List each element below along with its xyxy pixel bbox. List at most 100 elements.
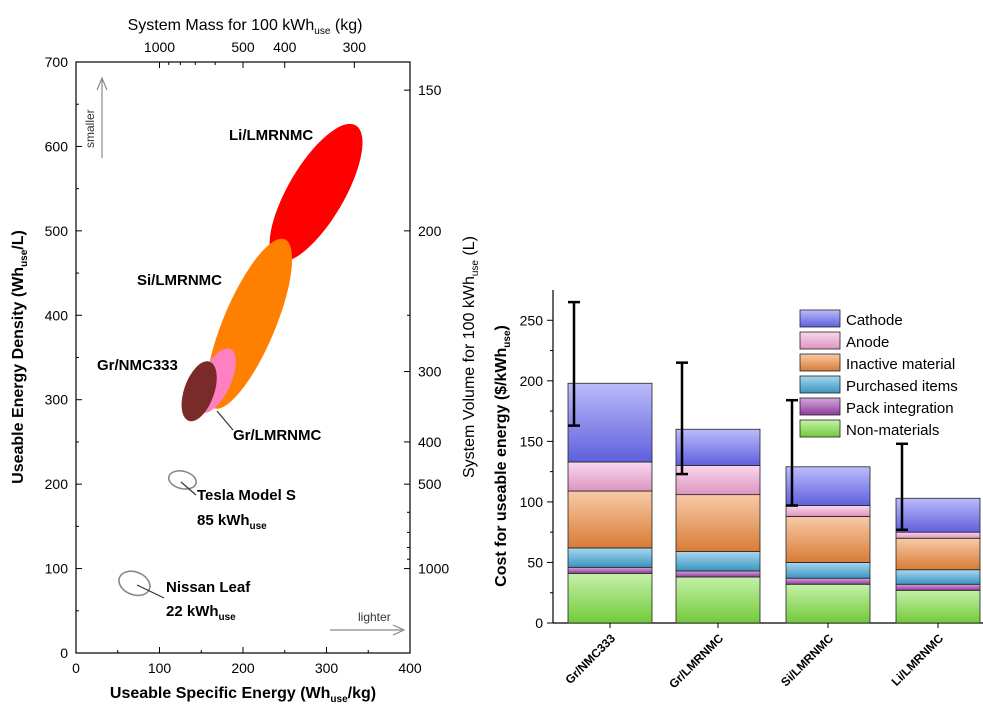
x-tick-label: 200 <box>231 660 255 676</box>
right-axis-title: System Volume for 100 kWhuse (L) <box>461 236 481 478</box>
bar-segment-pack-integration <box>785 577 871 585</box>
label-li-lmrnmc: Li/LMRNMC <box>229 127 313 144</box>
cost-tick-label: 200 <box>520 373 544 389</box>
legend-label: Inactive material <box>846 356 955 373</box>
y-tick-label: 500 <box>45 223 69 239</box>
ellipse-gr-nmc333 <box>181 361 217 422</box>
top-tick-label: 1000 <box>144 39 175 55</box>
legend-swatch-cathode <box>799 309 841 328</box>
label-leaf-kwh: 22 kWhuse <box>166 603 236 623</box>
bar-segment-purchased-items <box>895 569 981 585</box>
y-tick-label: 100 <box>45 561 69 577</box>
bar-segment-pack-integration <box>567 566 653 574</box>
y-tick-label: 0 <box>60 645 68 661</box>
category-label: Gr/NMC333 <box>562 631 618 687</box>
legend-label: Purchased items <box>846 378 958 395</box>
cost-tick-label: 50 <box>527 554 543 570</box>
right-tick-label: 150 <box>418 82 442 98</box>
bar-segment-non-materials <box>567 572 653 624</box>
legend-swatch-pack-integration <box>799 397 841 416</box>
x-tick-label: 100 <box>148 660 172 676</box>
y-axis-title: Useable Energy Density (Whuse/L) <box>10 230 30 484</box>
bar-segment-inactive-material <box>785 516 871 563</box>
label-tesla-kwh: 85 kWhuse <box>197 512 267 532</box>
left-x-ticks: 0 100 200 300 400 <box>72 647 422 676</box>
ellipse-tesla-model-s <box>167 470 198 490</box>
category-label: Li/LMRNMC <box>889 631 947 689</box>
legend-swatch-non-materials <box>799 419 841 438</box>
cost-axis-title: Cost for useable energy ($/kWhuse) <box>493 325 513 587</box>
ellipse-nissan-leaf <box>118 570 151 597</box>
lighter-label: lighter <box>358 610 391 624</box>
bar-segment-inactive-material <box>567 490 653 549</box>
legend-label: Cathode <box>846 312 903 329</box>
x-axis-title: Useable Specific Energy (Whuse/kg) <box>110 685 376 705</box>
left-ellipses <box>118 123 363 597</box>
bar-segment-cathode <box>785 466 871 506</box>
smaller-label: smaller <box>83 109 97 148</box>
cost-legend: Cathode Anode Inactive material Purchased i… <box>799 309 958 439</box>
right-tick-label: 300 <box>418 364 442 380</box>
legend-label: Pack integration <box>846 400 954 417</box>
cost-tick-label: 0 <box>535 615 543 631</box>
y-tick-label: 300 <box>45 392 69 408</box>
left-right-ticks: 150 200 300 400 500 1000 <box>404 82 449 577</box>
cost-tick-label: 100 <box>520 494 544 510</box>
top-tick-label: 300 <box>343 39 367 55</box>
legend-swatch-purchased-items <box>799 375 841 394</box>
left-y-ticks: 0 100 200 300 400 500 600 700 <box>45 54 82 661</box>
x-tick-label: 300 <box>315 660 339 676</box>
category-label: Si/LMRNMC <box>778 631 836 689</box>
ellipse-li-lmrnmc <box>269 123 363 262</box>
label-tesla: Tesla Model S <box>197 487 296 504</box>
y-tick-label: 400 <box>45 307 69 323</box>
label-gr-lmrnmc: Gr/LMRNMC <box>233 427 321 444</box>
right-tick-label: 500 <box>418 476 442 492</box>
bar-segment-anode <box>895 531 981 539</box>
legend-label: Anode <box>846 334 889 351</box>
cost-tick-label: 150 <box>520 433 544 449</box>
bar-segment-inactive-material <box>895 537 981 571</box>
y-tick-label: 200 <box>45 476 69 492</box>
bar-segment-anode <box>675 465 761 496</box>
top-tick-label: 500 <box>231 39 255 55</box>
leader-leaf <box>136 584 165 599</box>
bar-segment-pack-integration <box>675 570 761 578</box>
right-tick-label: 1000 <box>418 561 449 577</box>
lighter-arrowhead <box>392 624 406 636</box>
cost-tick-label: 250 <box>520 312 544 328</box>
bar-segment-purchased-items <box>785 562 871 579</box>
bar-segment-cathode <box>895 497 981 533</box>
right-tick-label: 200 <box>418 223 442 239</box>
bar-segment-non-materials <box>675 576 761 624</box>
category-label: Gr/LMRNMC <box>666 631 726 691</box>
bar-segment-purchased-items <box>675 551 761 572</box>
label-si-lmrnmc: Si/LMRNMC <box>137 272 222 289</box>
right-error-bars <box>568 300 908 532</box>
left-top-ticks: 1000 500 400 300 <box>144 39 366 68</box>
bar-segment-cathode <box>675 428 761 466</box>
y-tick-label: 600 <box>45 138 69 154</box>
smaller-arrowhead <box>96 76 108 91</box>
leader-gr-lmrnmc <box>216 410 234 431</box>
bar-segment-purchased-items <box>567 547 653 568</box>
label-leaf: Nissan Leaf <box>166 579 251 596</box>
right-chart: 0 50 100 150 200 250 Gr/NMC333 Gr/LMRNMC Si/LMR… <box>493 290 983 691</box>
y-tick-label: 700 <box>45 54 69 70</box>
right-tick-label: 400 <box>418 434 442 450</box>
right-y-ticks: 0 50 100 150 200 250 <box>520 312 553 631</box>
label-gr-nmc333: Gr/NMC333 <box>97 357 178 374</box>
right-bars <box>567 382 981 624</box>
left-chart: 0 100 200 300 400 0 100 200 300 400 500 600 700 100… <box>10 17 481 705</box>
x-tick-label: 400 <box>398 660 422 676</box>
bar-segment-non-materials <box>785 583 871 624</box>
bar-segment-non-materials <box>895 589 981 624</box>
top-axis-title: System Mass for 100 kWhuse (kg) <box>128 17 363 37</box>
x-tick-label: 0 <box>72 660 80 676</box>
legend-swatch-anode <box>799 331 841 350</box>
bar-segment-anode <box>785 505 871 517</box>
bar-segment-pack-integration <box>895 583 981 591</box>
right-categories: Gr/NMC333 Gr/LMRNMC Si/LMRNMC Li/LMRNMC <box>562 623 946 691</box>
leader-tesla <box>180 481 197 496</box>
